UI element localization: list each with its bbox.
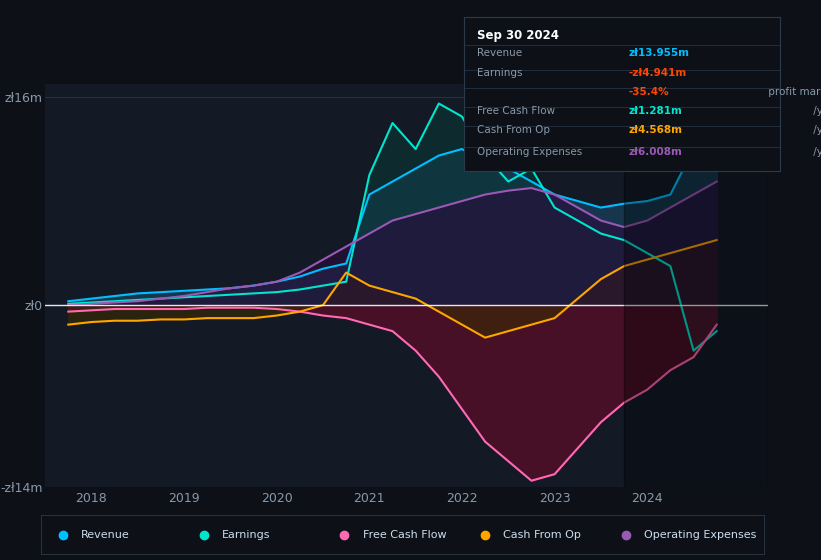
Text: Cash From Op: Cash From Op (476, 125, 549, 136)
Text: Earnings: Earnings (222, 530, 270, 540)
Text: -zł4.941m: -zł4.941m (628, 68, 686, 78)
Text: Cash From Op: Cash From Op (503, 530, 581, 540)
Text: /yr: /yr (810, 106, 821, 116)
Text: Revenue: Revenue (80, 530, 130, 540)
Text: Revenue: Revenue (476, 48, 521, 58)
Text: Operating Expenses: Operating Expenses (644, 530, 757, 540)
Text: zł6.008m: zł6.008m (628, 147, 682, 157)
Text: zł1.281m: zł1.281m (628, 106, 682, 116)
Text: -35.4%: -35.4% (628, 87, 669, 97)
Bar (624, 84, 768, 487)
Text: Sep 30 2024: Sep 30 2024 (476, 29, 558, 42)
Text: zł13.955m: zł13.955m (628, 48, 689, 58)
Text: Operating Expenses: Operating Expenses (476, 147, 582, 157)
Text: Free Cash Flow: Free Cash Flow (363, 530, 446, 540)
Text: /yr: /yr (810, 147, 821, 157)
Text: Earnings: Earnings (476, 68, 522, 78)
Text: profit margin: profit margin (765, 87, 821, 97)
Text: Free Cash Flow: Free Cash Flow (476, 106, 555, 116)
Text: zł4.568m: zł4.568m (628, 125, 682, 136)
Text: /yr: /yr (810, 125, 821, 136)
